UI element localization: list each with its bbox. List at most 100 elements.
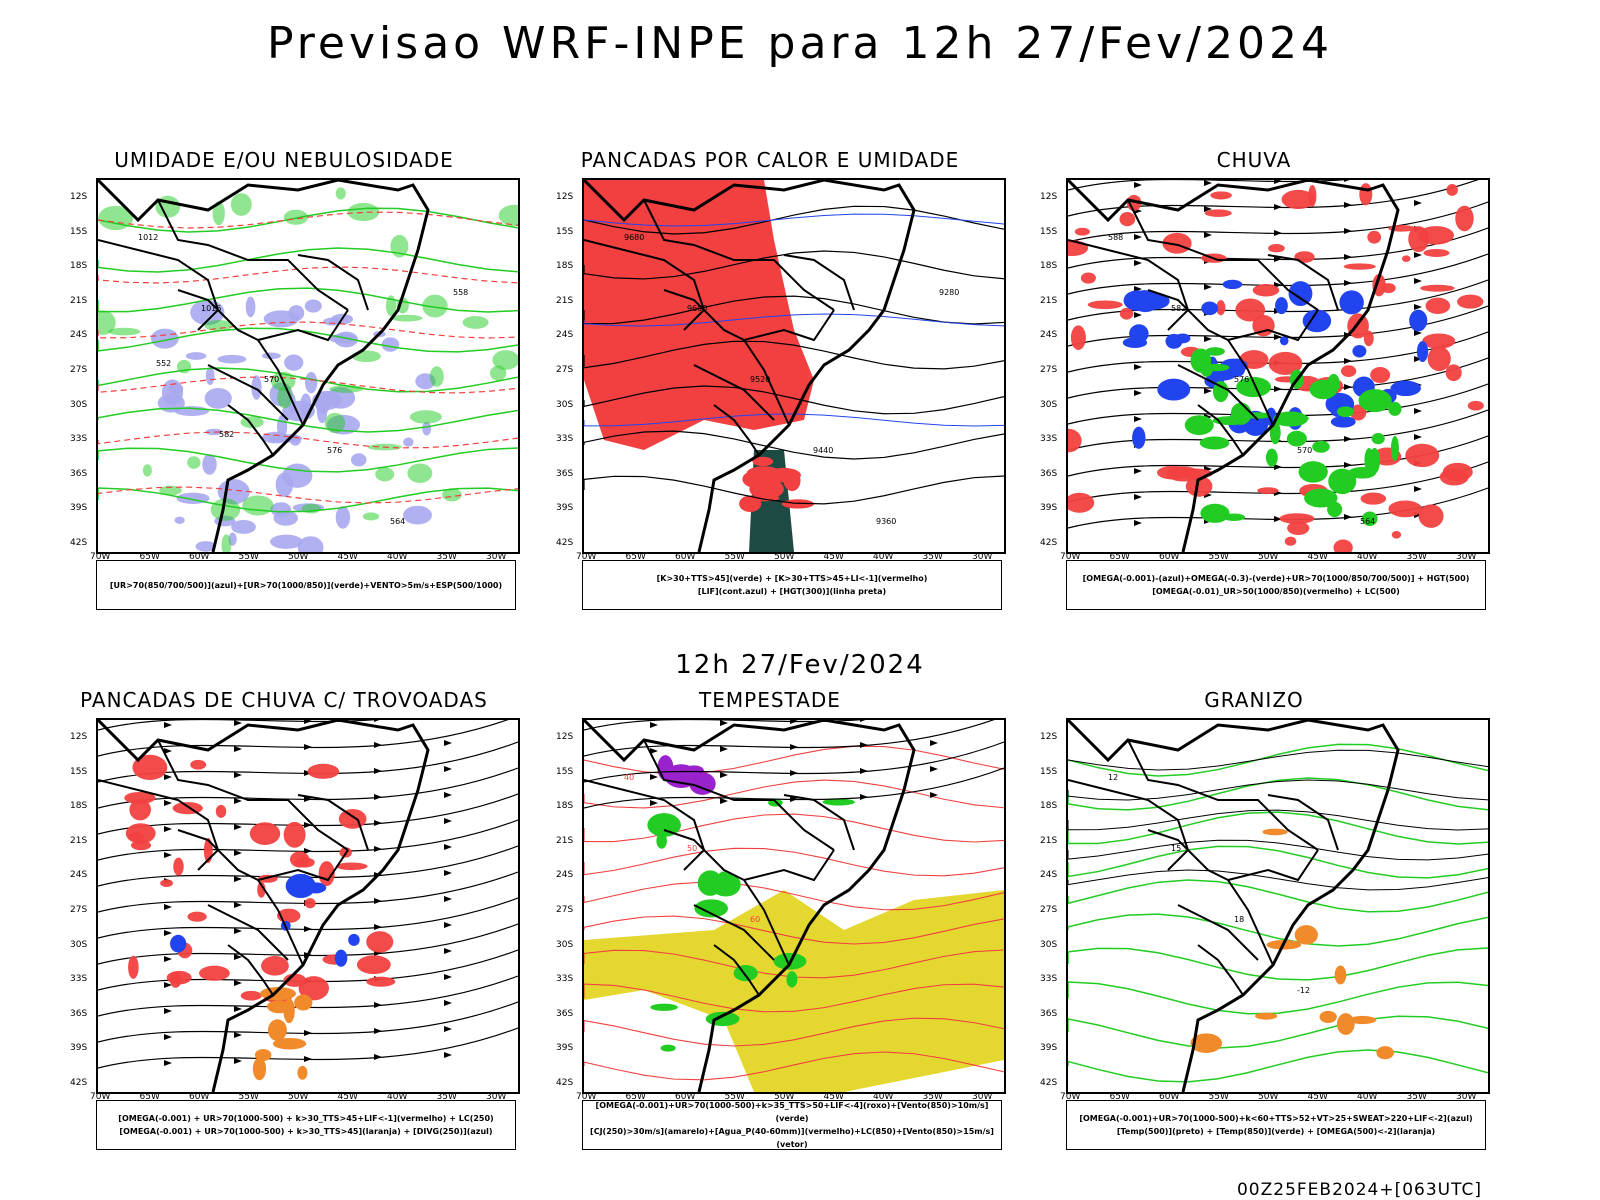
shaded-area bbox=[1236, 376, 1272, 398]
lon-tick-label: 50W bbox=[774, 1092, 795, 1102]
shaded-area bbox=[334, 949, 348, 967]
streamline-arrow bbox=[1274, 334, 1282, 340]
streamline-arrow bbox=[720, 746, 728, 752]
streamline-arrow bbox=[1134, 260, 1142, 266]
shaded-area bbox=[1328, 468, 1357, 495]
country-border bbox=[257, 849, 349, 882]
streamline-arrow bbox=[164, 1060, 172, 1066]
lat-tick-label: 15S bbox=[556, 226, 574, 237]
shaded-area bbox=[1423, 248, 1450, 257]
contour-line bbox=[98, 247, 518, 273]
streamline-arrow bbox=[1134, 468, 1142, 474]
shaded-area bbox=[1336, 1013, 1355, 1035]
shaded-area bbox=[338, 808, 367, 829]
streamline bbox=[98, 1001, 518, 1043]
shaded-area bbox=[1210, 191, 1232, 200]
contour-label: 588 bbox=[1108, 233, 1123, 242]
legend-box: [UR>70(850/700/500)](azul)+[UR>70(1000/8… bbox=[96, 560, 516, 610]
streamline-arrow bbox=[1134, 520, 1142, 526]
streamline-arrow bbox=[930, 740, 938, 746]
shaded-area bbox=[285, 873, 316, 898]
contour-label: 18 bbox=[1234, 915, 1244, 924]
lon-tick-label: 45W bbox=[1307, 1092, 1328, 1102]
contour-label: 582 bbox=[1171, 304, 1186, 313]
shaded-area bbox=[1360, 492, 1387, 505]
country-border bbox=[1197, 404, 1244, 456]
streamline-arrow bbox=[1414, 200, 1422, 206]
map-canvas: 9680 9600 9520 9440 9360 9280 bbox=[584, 180, 1004, 552]
shaded-area bbox=[283, 209, 309, 225]
streamline-arrow bbox=[374, 1002, 382, 1008]
panel-pancadas-trovoadas: PANCADAS DE CHUVA C/ TROVOADAS 12S 15S 18S 2… bbox=[54, 688, 520, 1168]
streamline-arrow bbox=[374, 794, 382, 800]
shaded-area bbox=[1201, 363, 1230, 372]
shaded-area bbox=[462, 316, 489, 329]
legend-box: [K>30+TTS>45](verde) + [K>30+TTS>45+LI<-… bbox=[582, 560, 1002, 610]
lon-tick-label: 70W bbox=[576, 1092, 597, 1102]
country-border bbox=[207, 364, 289, 421]
streamline-arrow bbox=[444, 1052, 452, 1058]
lon-tick-label: 60W bbox=[675, 1092, 696, 1102]
contour-line bbox=[584, 1017, 1004, 1047]
country-border bbox=[743, 309, 835, 342]
shaded-area bbox=[240, 990, 262, 1001]
lat-tick-label: 27S bbox=[556, 365, 574, 375]
streamline-arrow bbox=[1344, 514, 1352, 520]
streamline-arrow bbox=[304, 848, 312, 854]
streamline-arrow bbox=[374, 1028, 382, 1034]
lat-tick-label: 15S bbox=[70, 226, 88, 237]
shaded-area bbox=[1405, 443, 1440, 468]
shaded-area bbox=[1288, 281, 1313, 307]
streamline-arrow bbox=[164, 930, 172, 936]
contour-line bbox=[584, 475, 1004, 505]
contour-line bbox=[584, 1051, 1004, 1081]
lat-tick-label: 39S bbox=[1040, 1043, 1058, 1054]
country-border bbox=[713, 404, 760, 456]
streamline-arrow bbox=[234, 954, 242, 960]
streamline-arrow bbox=[1274, 204, 1282, 210]
shaded-area bbox=[407, 463, 433, 483]
lat-tick-label: 39S bbox=[70, 1043, 88, 1054]
shaded-area bbox=[1275, 297, 1288, 315]
lon-tick-label: 55W bbox=[238, 1092, 259, 1102]
lat-tick-label: 42S bbox=[1040, 538, 1058, 548]
contour-line bbox=[584, 213, 1004, 227]
streamline-arrow bbox=[650, 800, 658, 806]
shaded-area bbox=[705, 1011, 740, 1027]
shaded-area bbox=[1422, 333, 1456, 349]
lon-tick-label: 40W bbox=[873, 552, 894, 562]
streamline-arrow bbox=[164, 800, 172, 806]
shaded-area bbox=[1287, 521, 1310, 536]
streamline-arrow bbox=[164, 1034, 172, 1040]
streamline-arrow bbox=[234, 850, 242, 856]
contour-label: 9680 bbox=[624, 233, 644, 242]
lon-tick-label: 30W bbox=[486, 552, 507, 562]
shaded-area bbox=[245, 296, 256, 318]
shaded-area bbox=[356, 955, 391, 975]
shaded-area bbox=[1174, 333, 1191, 344]
lon-tick-label: 60W bbox=[189, 1092, 210, 1102]
panel-title: TEMPESTADE bbox=[699, 688, 841, 712]
shaded-area bbox=[1359, 183, 1373, 206]
shaded-area bbox=[1350, 404, 1367, 421]
country-border bbox=[1227, 849, 1319, 882]
streamline-arrow bbox=[860, 794, 868, 800]
shaded-area bbox=[781, 499, 815, 509]
streamline-arrow bbox=[1274, 180, 1282, 184]
shaded-area bbox=[1185, 475, 1213, 497]
shaded-area bbox=[323, 317, 343, 326]
lat-tick-label: 18S bbox=[70, 261, 88, 272]
lat-tick-label: 18S bbox=[1040, 261, 1058, 272]
streamline-arrow bbox=[444, 922, 452, 928]
shaded-area bbox=[1319, 1010, 1337, 1024]
streamline-arrow bbox=[1204, 180, 1212, 186]
lat-tick-label: 15S bbox=[70, 766, 88, 777]
streamline bbox=[1068, 201, 1488, 243]
shaded-area bbox=[217, 354, 247, 364]
shaded-area bbox=[1330, 416, 1356, 428]
shaded-area bbox=[403, 505, 432, 525]
legend-line: [K>30+TTS>45](verde) + [K>30+TTS>45+LI<-… bbox=[656, 574, 928, 583]
country-border bbox=[177, 289, 304, 426]
country-border bbox=[1227, 309, 1319, 342]
streamline-arrow bbox=[234, 746, 242, 752]
